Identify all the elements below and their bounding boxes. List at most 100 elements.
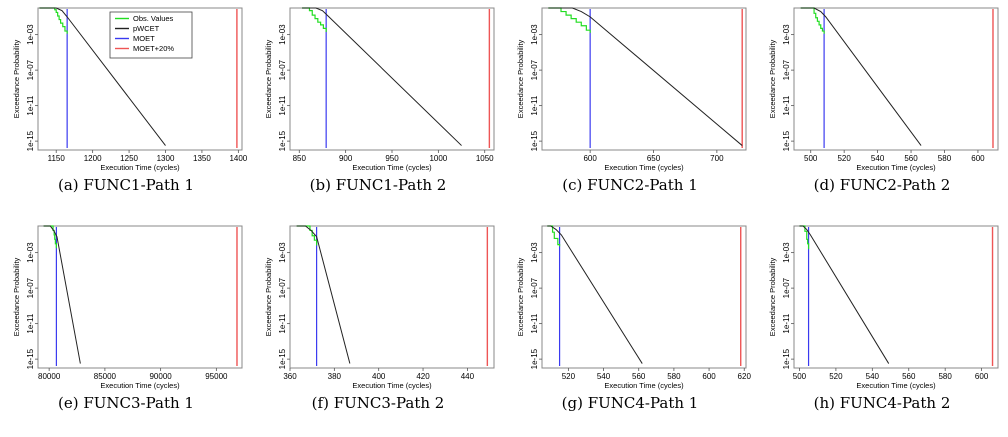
x-axis-title: Execution Time (cycles): [604, 163, 684, 172]
x-tick-label: 400: [372, 372, 386, 381]
chart-panel-4: 500 520 540 560 580 600 1e-03 1e-07 1e-11 1e-15 Ex…: [756, 0, 1008, 218]
x-axis-title: Execution Time (cycles): [352, 381, 432, 390]
x-tick-label: 540: [871, 154, 885, 163]
x-tick-label: 620: [738, 372, 752, 381]
pwcet-line: [43, 225, 81, 364]
x-tick-label: 500: [793, 372, 807, 381]
chart-panel-1: 1150 1200 1250 1300 1350 1400 1e-03 1e-07 1e-11 1…: [0, 0, 252, 218]
y-tick-label: 1e-07: [782, 277, 791, 298]
y-tick-label: 1e-15: [530, 130, 539, 151]
y-tick-label: 1e-07: [26, 59, 35, 80]
y-tick-label: 1e-07: [278, 59, 287, 80]
chart-svg: 500 520 540 560 580 600 1e-03 1e-07 1e-11 1e-15 Ex…: [768, 225, 999, 390]
x-tick-label: 560: [632, 372, 646, 381]
pwcet-line: [302, 7, 462, 146]
y-tick-label: 1e-11: [530, 95, 539, 115]
x-tick-label: 380: [328, 372, 342, 381]
x-tick-label: 520: [837, 154, 851, 163]
legend-label: MOET+20%: [133, 44, 174, 53]
x-tick-label: 440: [461, 372, 475, 381]
x-axis-title: Execution Time (cycles): [352, 163, 432, 172]
x-axis-title: Execution Time (cycles): [856, 381, 936, 390]
y-tick-label: 1e-11: [278, 313, 287, 333]
x-tick-label: 700: [710, 154, 724, 163]
pwcet-line: [548, 7, 743, 146]
subfigure-caption: (f) FUNC3-Path 2: [311, 394, 445, 412]
x-tick-label: 1350: [193, 154, 211, 163]
chart-svg: 500 520 540 560 580 600 1e-03 1e-07 1e-11 1e-15 Ex…: [768, 7, 999, 172]
y-axis-title: Exceedance Probability: [768, 258, 777, 337]
y-tick-label: 1e-11: [278, 95, 287, 115]
y-tick-label: 1e-07: [530, 59, 539, 80]
x-axis-title: Execution Time (cycles): [100, 163, 180, 172]
x-tick-label: 560: [904, 154, 918, 163]
plot-frame: [37, 7, 243, 151]
legend-box: [109, 11, 193, 59]
chart-svg: 850 900 950 1000 1050 1e-03 1e-07 1e-11 1e-15 Exe…: [264, 7, 495, 172]
x-tick-label: 520: [562, 372, 576, 381]
plot-frame: [793, 7, 999, 151]
obs-values-line: [39, 7, 68, 34]
plot-frame: [289, 225, 495, 369]
subfigure-caption: (h) FUNC4-Path 2: [813, 394, 951, 412]
subfigure-caption: (d) FUNC2-Path 2: [813, 176, 951, 194]
y-tick-label: 1e-03: [26, 24, 35, 45]
y-axis-title: Exceedance Probability: [516, 258, 525, 337]
x-tick-label: 1000: [429, 154, 447, 163]
y-tick-label: 1e-15: [782, 348, 791, 369]
x-tick-label: 580: [938, 372, 952, 381]
chart-svg: 80000 85000 90000 95000 1e-03 1e-07 1e-11 1e-15…: [12, 225, 243, 390]
chart-panel-2: 850 900 950 1000 1050 1e-03 1e-07 1e-11 1e-15 Exe…: [252, 0, 504, 218]
chart-panel-3: 600 650 700 1e-03 1e-07 1e-11 1e-15 Execution T…: [504, 0, 756, 218]
y-tick-label: 1e-03: [530, 24, 539, 45]
x-tick-label: 520: [829, 372, 843, 381]
y-tick-label: 1e-03: [26, 242, 35, 263]
chart-panel-8: 500 520 540 560 580 600 1e-03 1e-07 1e-11 1e-15 Ex…: [756, 218, 1008, 436]
x-tick-label: 580: [667, 372, 681, 381]
y-tick-label: 1e-15: [26, 130, 35, 151]
x-tick-label: 1400: [229, 154, 247, 163]
y-tick-label: 1e-15: [278, 130, 287, 151]
chart-svg: 1150 1200 1250 1300 1350 1400 1e-03 1e-07 1e-11 1…: [12, 7, 248, 172]
y-axis-title: Exceedance Probability: [264, 258, 273, 337]
x-tick-label: 80000: [38, 372, 61, 381]
y-tick-label: 1e-07: [782, 59, 791, 80]
y-tick-label: 1e-11: [782, 95, 791, 115]
subfigure-caption: (a) FUNC1-Path 1: [57, 176, 195, 194]
x-axis-title: Execution Time (cycles): [856, 163, 936, 172]
chart-svg: 600 650 700 1e-03 1e-07 1e-11 1e-15 Execution T…: [516, 7, 747, 172]
x-tick-label: 1050: [476, 154, 494, 163]
x-tick-label: 1300: [157, 154, 175, 163]
y-tick-label: 1e-15: [278, 348, 287, 369]
subfigure-caption: (g) FUNC4-Path 1: [561, 394, 699, 412]
chart-panel-5: 80000 85000 90000 95000 1e-03 1e-07 1e-11 1e-15…: [0, 218, 252, 436]
x-tick-label: 85000: [94, 372, 117, 381]
y-axis-title: Exceedance Probability: [516, 40, 525, 119]
x-tick-label: 650: [647, 154, 661, 163]
plot-frame: [793, 225, 999, 369]
x-tick-label: 540: [866, 372, 880, 381]
y-tick-label: 1e-03: [782, 242, 791, 263]
y-tick-label: 1e-11: [26, 313, 35, 333]
x-tick-label: 600: [702, 372, 716, 381]
plot-frame: [541, 7, 747, 151]
obs-values-line: [302, 7, 327, 32]
x-tick-label: 950: [385, 154, 399, 163]
x-tick-label: 900: [339, 154, 353, 163]
x-tick-label: 600: [583, 154, 597, 163]
x-tick-label: 600: [971, 154, 985, 163]
y-tick-label: 1e-03: [530, 242, 539, 263]
y-tick-label: 1e-11: [26, 95, 35, 115]
y-tick-label: 1e-15: [530, 348, 539, 369]
legend-label: Obs. Values: [133, 14, 174, 23]
plot-frame: [289, 7, 495, 151]
obs-values-line: [800, 7, 825, 34]
obs-values-line: [799, 225, 810, 250]
y-axis-title: Exceedance Probability: [264, 40, 273, 119]
x-tick-label: 420: [416, 372, 430, 381]
pwcet-line: [296, 225, 351, 364]
y-tick-label: 1e-11: [782, 313, 791, 333]
subfigure-caption: (c) FUNC2-Path 1: [562, 176, 698, 194]
